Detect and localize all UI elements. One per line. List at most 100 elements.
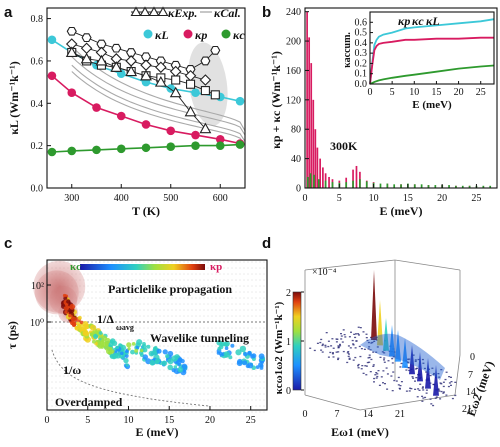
wavelike-point (156, 348, 162, 354)
panel-label-b: b (262, 4, 271, 21)
floor-point (440, 390, 443, 393)
floor-point (399, 385, 402, 387)
floor-point (337, 357, 340, 359)
floor-point (365, 374, 368, 376)
floor-point (353, 333, 356, 335)
floor-point (378, 384, 381, 386)
floor-point (391, 358, 394, 360)
wavelike-point (146, 344, 151, 349)
wavelike-point (161, 360, 168, 366)
wavelike-point (82, 321, 89, 327)
spike (377, 300, 383, 346)
floor-point (383, 352, 386, 354)
inset-legend: κp κc κL (398, 14, 440, 28)
spike (395, 330, 401, 362)
floor-point (331, 338, 334, 340)
inset-y-tick-label: 0.4 (355, 38, 368, 49)
legend-label-κL: κL (155, 28, 169, 42)
floor-point (343, 334, 346, 336)
wavelike-point (224, 346, 229, 351)
annotation-inverse-delta: 1/Δ (97, 312, 114, 326)
y-tick-label: 0.6 (31, 56, 44, 67)
floor-point (429, 374, 432, 377)
x-tick-label: 0 (303, 409, 308, 420)
floor-point (408, 358, 411, 360)
x-tick-label: 21 (395, 409, 405, 420)
panel-c-colorbar (80, 264, 205, 270)
floor-point (319, 341, 322, 344)
floor-point (379, 356, 382, 358)
floor-point (419, 383, 422, 385)
floor-point (337, 346, 340, 348)
point-exp-hexagon (96, 39, 107, 49)
wavelike-point (222, 341, 228, 347)
floor-point (391, 390, 394, 392)
floor-point (327, 345, 330, 348)
floor-point (365, 337, 368, 339)
bar-κc (400, 184, 402, 188)
floor-point (422, 397, 425, 399)
wavelike-point (127, 347, 131, 351)
panel-c-xlabel: E (meV) (136, 425, 179, 439)
point-exp-hexagon (66, 26, 77, 36)
panel-c: 0 5 10 15 20 25 10⁰ 10² κc κp Particlelike prop… (5, 259, 268, 439)
legend-triangle (157, 6, 169, 17)
wavelike-point (83, 331, 90, 337)
floor-point (422, 389, 425, 391)
floor-point (368, 356, 371, 359)
wavelike-point (98, 331, 103, 335)
spike (389, 325, 395, 357)
floor-point (423, 367, 426, 370)
theory-curve (71, 45, 246, 132)
floor-point (364, 365, 367, 367)
y-tick-label: 0.2 (31, 141, 44, 152)
floor-point (372, 364, 375, 366)
x-tick-label: 14 (363, 409, 373, 420)
floor-point (422, 362, 425, 364)
floor-point (355, 333, 357, 335)
floor-point (320, 338, 323, 341)
wavelike-point (63, 305, 69, 311)
inset-ylabel: κaccum. (342, 32, 353, 68)
inset-y-tick-label: 0.5 (355, 28, 368, 39)
floor-point (359, 355, 362, 358)
floor-point (414, 360, 417, 362)
floor-point (411, 376, 414, 378)
z-tick-label: 2 (286, 288, 291, 299)
wavelike-point (68, 313, 72, 318)
wavelike-point (224, 354, 228, 358)
inset-x-tick-label: 5 (390, 87, 395, 98)
panel-a-ticks: 300 400 500 600 0.0 0.2 0.4 0.6 0.8 (31, 14, 228, 204)
point-exp-triangle (95, 54, 108, 66)
floor-point (390, 375, 393, 377)
wavelike-point (90, 324, 97, 331)
bar-κp (308, 37, 311, 188)
x-tick-label: 7 (335, 409, 340, 420)
floor-point (357, 326, 360, 328)
inset-x-tick-label: 25 (476, 87, 486, 98)
floor-point (340, 335, 343, 337)
wavelike-point (126, 342, 132, 348)
y-tick-label: 40 (291, 154, 301, 165)
bar-κc (306, 176, 309, 188)
floor-point (368, 354, 371, 356)
floor-point (424, 396, 427, 399)
theory-curves (71, 45, 246, 146)
floor-point (442, 392, 445, 394)
wavelike-point (66, 299, 71, 304)
point-exp-triangle (125, 65, 138, 77)
x-tick-label: 400 (114, 193, 129, 204)
panel-d-ticks: 0 1 2 0 7 14 21 0 7 14 21 (286, 288, 476, 420)
floor-point (352, 343, 355, 345)
x-tick-label: 5 (337, 193, 342, 204)
bar-κp (314, 129, 317, 188)
floor-point (329, 351, 332, 354)
floor-point (416, 367, 418, 369)
legend-marker-κL (143, 29, 153, 39)
floor-point (392, 371, 395, 373)
floor-point (444, 378, 447, 381)
inset-x-tick-label: 15 (431, 87, 441, 98)
panel-c-ylabel: τ (ps) (5, 321, 19, 349)
point-κp (116, 111, 126, 121)
floor-point (324, 346, 327, 348)
